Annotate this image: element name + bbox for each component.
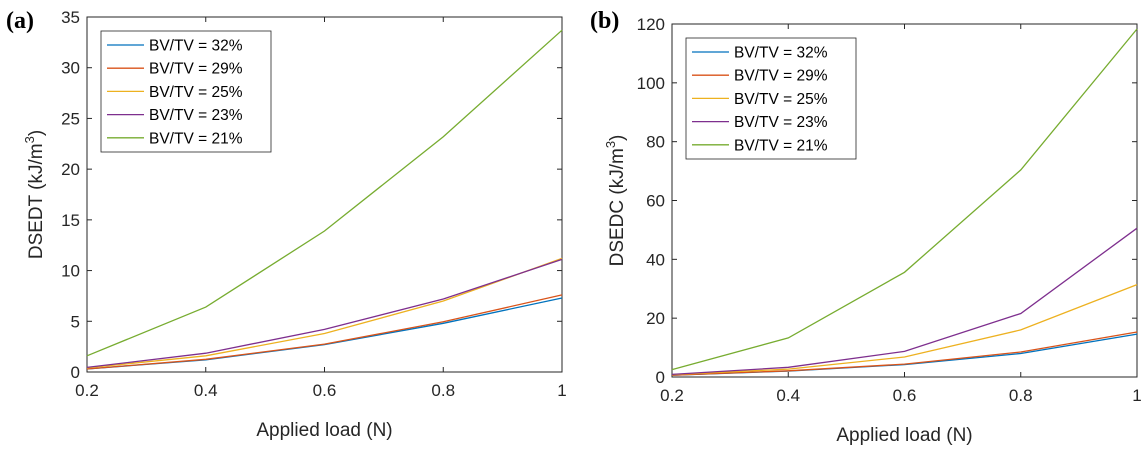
legend-label-2: BV/TV = 29% (734, 68, 828, 85)
y-tick-label: 120 (637, 15, 665, 34)
series-line-3 (86, 257, 563, 369)
x-tick-label: 0.6 (893, 386, 917, 405)
series-line-5 (86, 29, 563, 357)
y-tick-label: 15 (61, 211, 80, 230)
y-axis-title-end: ) (26, 130, 47, 136)
x-tick-label: 0.2 (75, 381, 99, 400)
y-tick-label: 60 (646, 192, 665, 211)
y-tick-label: 20 (61, 160, 80, 179)
y-tick-label: 80 (646, 133, 665, 152)
y-tick-label: 30 (61, 59, 80, 78)
x-tick-label: 0.8 (431, 381, 455, 400)
y-axis-title-main: DSEDT (kJ/m (26, 143, 47, 259)
legend-box (685, 37, 857, 160)
y-tick-label: 0 (71, 363, 80, 382)
legend-label-5: BV/TV = 21% (149, 130, 243, 147)
y-axis-title-main: DSEDC (kJ/m (607, 148, 628, 266)
y-tick-label: 35 (61, 8, 80, 27)
legend-label-4: BV/TV = 23% (734, 114, 828, 131)
y-tick-label: 100 (637, 74, 665, 93)
legend-label-3: BV/TV = 25% (149, 84, 243, 101)
chart-panel-b: (b) 0.2 0.4 0.6 0.8 1 0 20 40 60 80 100 120 Applied l… (590, 8, 1142, 446)
x-tick-label: 1 (1132, 386, 1141, 405)
series-line-3 (671, 283, 1138, 376)
x-axis-title: Applied load (N) (256, 420, 392, 441)
x-tick-label: 0.8 (1009, 386, 1033, 405)
panel-label: (a) (6, 8, 34, 34)
legend-label-5: BV/TV = 21% (734, 137, 828, 154)
y-tick-label: 10 (61, 262, 80, 281)
y-axis-title-superscript: 3 (22, 136, 37, 143)
y-tick-label: 0 (656, 368, 665, 387)
legend-label-3: BV/TV = 25% (734, 91, 828, 108)
series-line-4 (86, 258, 563, 369)
series-line-1 (671, 333, 1138, 376)
legend-label-4: BV/TV = 23% (149, 107, 243, 124)
series-line-2 (86, 294, 563, 370)
legend-label-2: BV/TV = 29% (149, 61, 243, 78)
legend-label-1: BV/TV = 32% (734, 45, 828, 62)
x-tick-label: 0.2 (660, 386, 684, 405)
y-tick-label: 5 (71, 312, 80, 331)
panel-label: (b) (590, 8, 619, 34)
y-tick-label: 20 (646, 309, 665, 328)
y-axis-title: DSEDT (kJ/m3) (22, 130, 47, 259)
y-tick-label: 25 (61, 109, 80, 128)
legend-label-1: BV/TV = 32% (149, 38, 243, 55)
y-axis-title-superscript: 3 (603, 141, 618, 148)
y-tick-label: 40 (646, 250, 665, 269)
series-line-4 (671, 227, 1138, 376)
x-tick-label: 0.6 (313, 381, 337, 400)
x-tick-label: 1 (557, 381, 566, 400)
x-tick-label: 0.4 (776, 386, 800, 405)
x-axis-title: Applied load (N) (836, 425, 972, 446)
y-axis-title-end: ) (607, 135, 628, 141)
y-axis-title: DSEDC (kJ/m3) (603, 135, 628, 267)
series-line-2 (671, 331, 1138, 376)
series-line-5 (671, 28, 1138, 371)
x-tick-label: 0.4 (194, 381, 218, 400)
